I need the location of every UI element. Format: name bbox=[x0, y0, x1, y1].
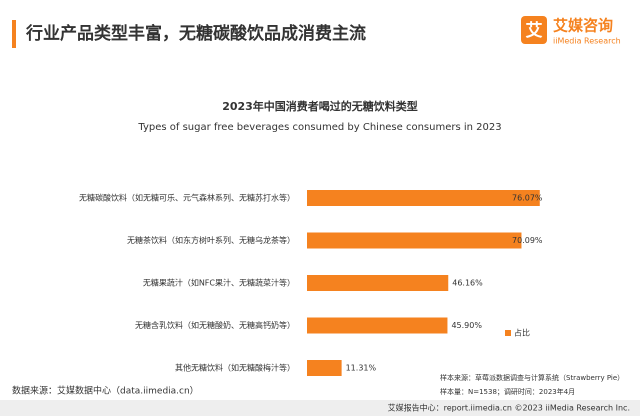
logo-text: 艾媒咨询 bbox=[553, 17, 613, 35]
legend-swatch bbox=[505, 330, 511, 336]
category-label: 无糖含乳饮料（如无糖酸奶、无糖高钙奶等） bbox=[135, 320, 295, 330]
page-title: 行业产品类型丰富，无糖碳酸饮品成消费主流 bbox=[25, 23, 366, 44]
plot: 无糖碳酸饮料（如无糖可乐、元气森林系列、无糖苏打水等） 76.07% 无糖茶饮料（如… bbox=[79, 190, 543, 376]
logo-subtext: iiMedia Research bbox=[553, 37, 621, 46]
chart-subtitle: Types of sugar free beverages consumed b… bbox=[137, 122, 501, 133]
legend-label: 占比 bbox=[514, 328, 530, 338]
sample-size: 样本量：N=1538；调研时间：2023年4月 bbox=[440, 387, 575, 396]
header-accent bbox=[12, 20, 16, 48]
bar bbox=[307, 275, 449, 291]
bar bbox=[307, 190, 540, 206]
logo-icon: 艾 bbox=[526, 20, 543, 41]
bar bbox=[307, 232, 522, 249]
category-label: 无糖茶饮料（如东方树叶系列、无糖乌龙茶等） bbox=[127, 235, 295, 245]
footer-band bbox=[0, 400, 640, 416]
category-label: 无糖果蔬汁（如NFC果汁、无糖蔬菜汁等） bbox=[143, 278, 295, 288]
value-label: 46.16% bbox=[452, 279, 483, 288]
bar bbox=[307, 360, 342, 376]
footer: 艾媒报告中心：report.iimedia.cn ©2023 iiMedia R… bbox=[388, 403, 630, 413]
category-label: 其他无糖饮料（如无糖酸梅汁等） bbox=[175, 363, 295, 373]
chart-title: 2023年中国消费者喝过的无糖饮料类型 bbox=[222, 99, 418, 113]
bar bbox=[307, 317, 448, 334]
value-label: 70.09% bbox=[512, 236, 543, 245]
value-label: 11.31% bbox=[346, 364, 377, 373]
category-label: 无糖碳酸饮料（如无糖可乐、元气森林系列、无糖苏打水等） bbox=[79, 193, 295, 203]
value-label: 45.90% bbox=[451, 321, 482, 330]
data-source: 数据来源：艾媒数据中心（data.iimedia.cn） bbox=[12, 385, 199, 397]
value-label: 76.07% bbox=[512, 194, 543, 203]
logo-icon-box bbox=[521, 16, 547, 44]
sample-source: 样本来源：草莓派数据调查与计算系统（Strawberry Pie） bbox=[440, 373, 624, 382]
